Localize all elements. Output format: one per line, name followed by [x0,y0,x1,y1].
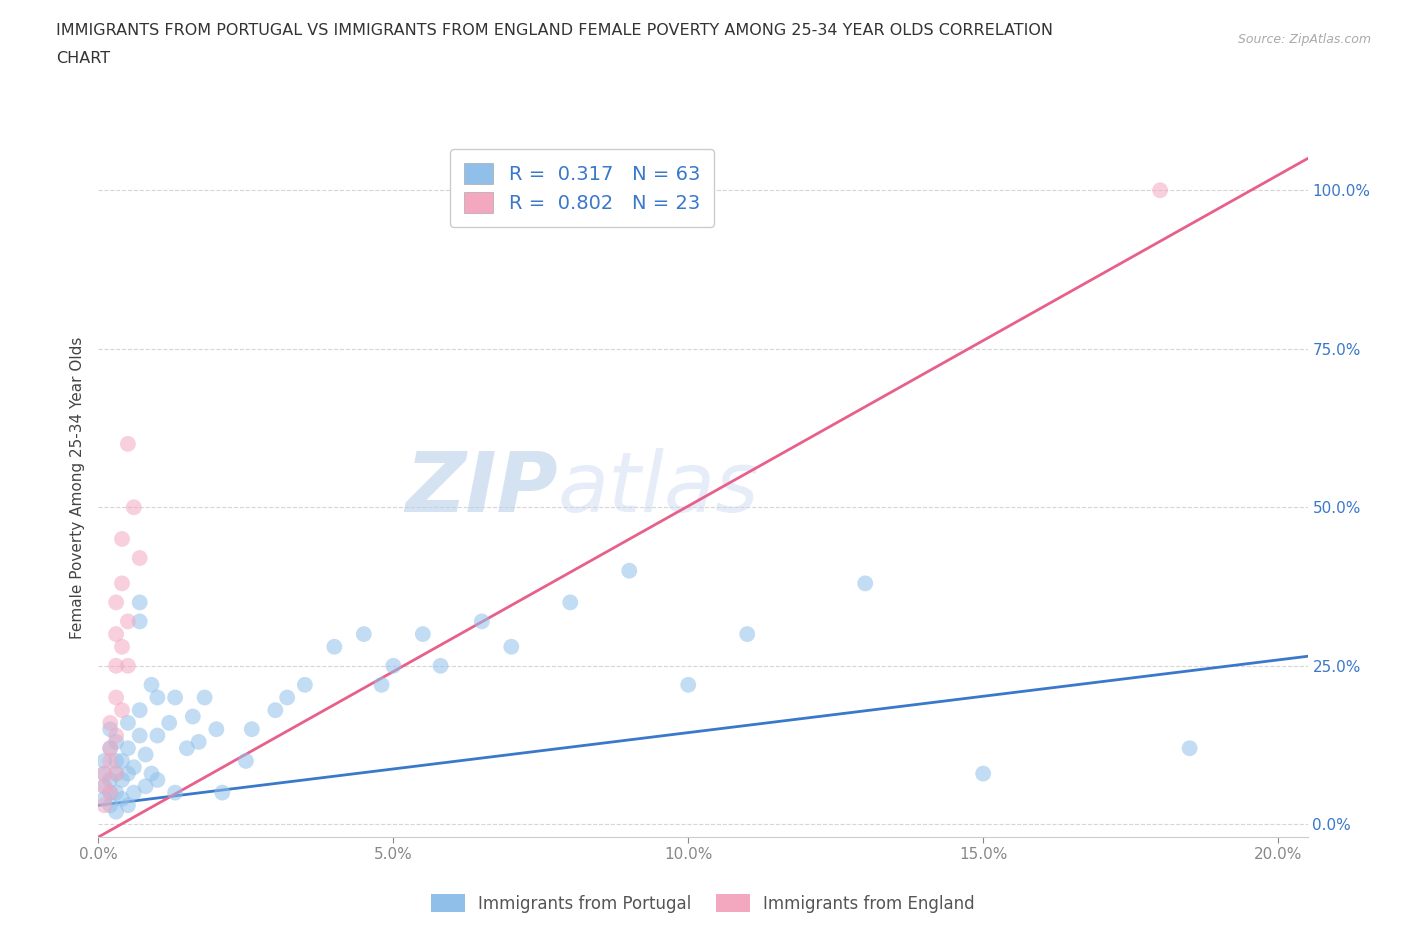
Point [98,715,121,730]
Point [111,773,134,788]
Point [1149,183,1171,198]
Point [353,627,375,642]
Point [111,576,134,591]
Point [117,614,139,629]
Point [105,804,128,819]
Point [187,735,209,750]
Point [117,436,139,451]
Point [294,677,316,692]
Point [128,728,150,743]
Point [93,778,115,793]
Text: ZIP: ZIP [405,447,558,529]
Point [105,627,128,642]
Point [105,753,128,768]
Point [429,658,451,673]
Point [98,785,121,800]
Point [98,741,121,756]
Point [105,766,128,781]
Point [471,614,494,629]
Legend: Immigrants from Portugal, Immigrants from England: Immigrants from Portugal, Immigrants fro… [425,887,981,920]
Point [93,798,115,813]
Point [141,677,163,692]
Point [117,798,139,813]
Point [972,766,994,781]
Point [146,728,169,743]
Point [619,564,641,578]
Point [117,715,139,730]
Y-axis label: Female Poverty Among 25-34 Year Olds: Female Poverty Among 25-34 Year Olds [69,337,84,640]
Point [93,791,115,806]
Point [105,785,128,800]
Point [122,785,145,800]
Point [235,753,257,768]
Point [93,766,115,781]
Point [157,715,180,730]
Point [323,639,346,654]
Point [135,747,157,762]
Point [128,703,150,718]
Point [111,753,134,768]
Point [211,785,233,800]
Point [141,766,163,781]
Point [128,595,150,610]
Point [117,741,139,756]
Text: CHART: CHART [56,51,110,66]
Point [111,703,134,718]
Point [678,677,700,692]
Point [122,499,145,514]
Point [165,785,187,800]
Point [501,639,523,654]
Point [98,785,121,800]
Text: IMMIGRANTS FROM PORTUGAL VS IMMIGRANTS FROM ENGLAND FEMALE POVERTY AMONG 25-34 Y: IMMIGRANTS FROM PORTUGAL VS IMMIGRANTS F… [56,23,1053,38]
Point [98,722,121,737]
Point [98,753,121,768]
Point [165,690,187,705]
Point [853,576,876,591]
Point [105,595,128,610]
Point [240,722,263,737]
Point [105,658,128,673]
Point [176,741,198,756]
Point [111,791,134,806]
Point [122,760,145,775]
Point [117,658,139,673]
Point [735,627,758,642]
Point [146,773,169,788]
Point [93,778,115,793]
Point [105,766,128,781]
Point [111,639,134,654]
Point [382,658,405,673]
Point [111,532,134,547]
Point [146,690,169,705]
Point [128,551,150,565]
Point [370,677,392,692]
Point [194,690,217,705]
Point [93,766,115,781]
Point [181,709,204,724]
Point [98,798,121,813]
Point [98,773,121,788]
Point [560,595,582,610]
Point [93,753,115,768]
Point [105,728,128,743]
Point [1178,741,1201,756]
Point [105,690,128,705]
Point [264,703,287,718]
Text: atlas: atlas [558,447,759,529]
Point [105,735,128,750]
Point [135,778,157,793]
Point [276,690,298,705]
Text: Source: ZipAtlas.com: Source: ZipAtlas.com [1237,33,1371,46]
Point [98,741,121,756]
Point [117,766,139,781]
Point [128,614,150,629]
Point [412,627,434,642]
Point [205,722,228,737]
